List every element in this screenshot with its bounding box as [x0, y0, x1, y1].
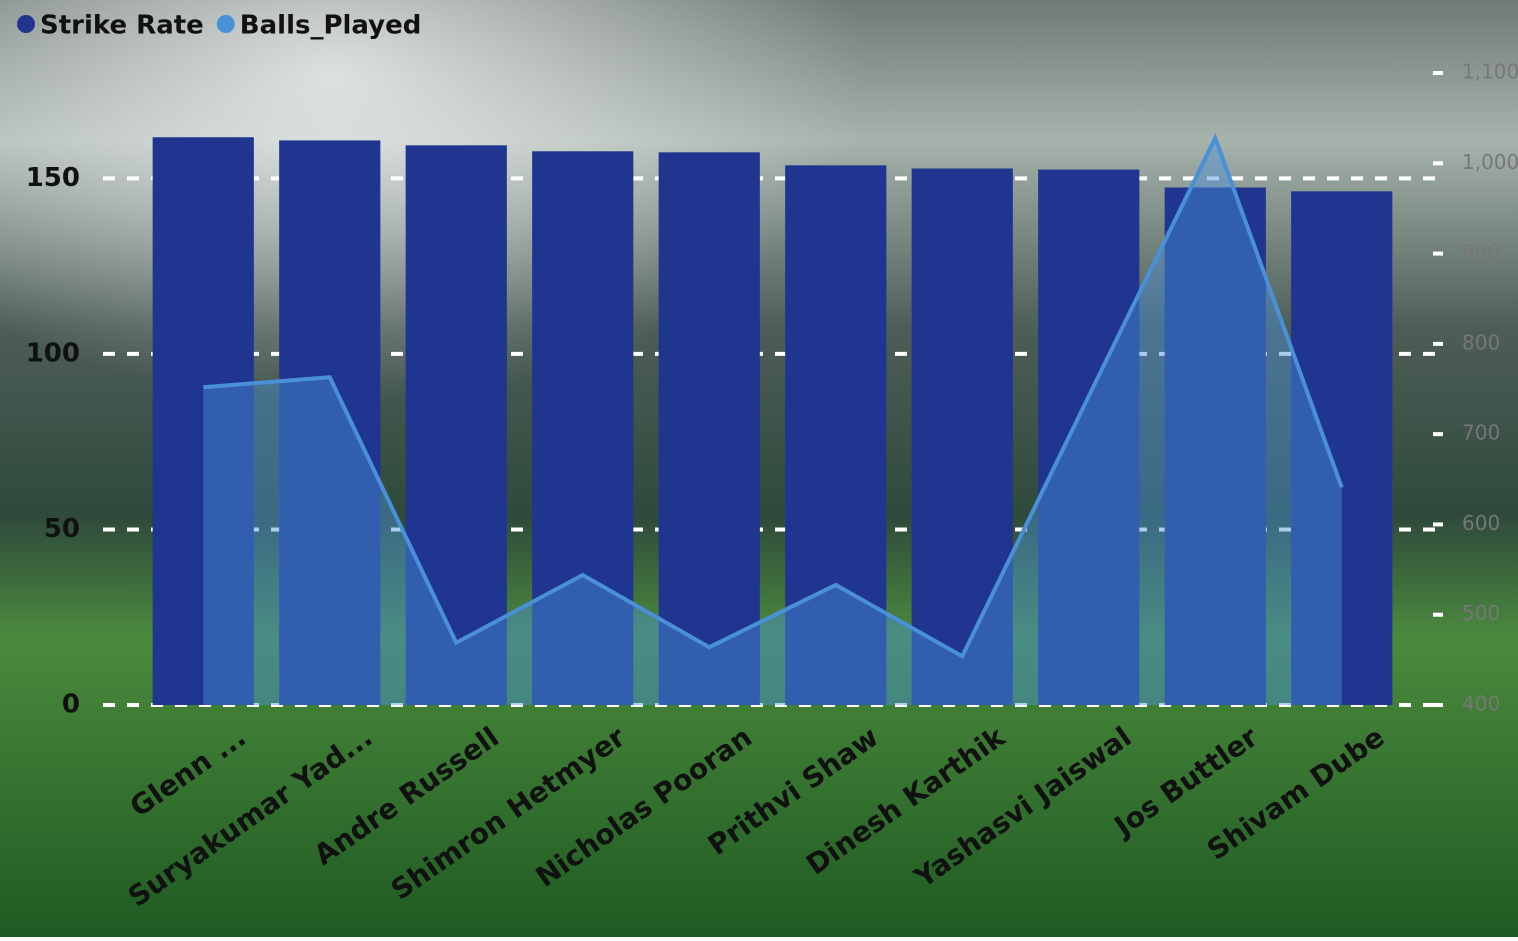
area — [203, 138, 1342, 705]
legend-marker — [17, 15, 35, 33]
bar — [911, 168, 1013, 706]
y2-tick-label: 1,100 — [1462, 60, 1518, 84]
bar — [532, 151, 634, 705]
legend-marker — [216, 15, 235, 33]
bar — [152, 137, 254, 706]
bar — [1164, 187, 1266, 705]
y2-tick-label: 500 — [1462, 601, 1500, 625]
bar — [658, 152, 760, 706]
legend-label: Strike Rate — [40, 11, 204, 41]
legend-label: Balls_Played — [240, 11, 422, 41]
bar — [1038, 169, 1140, 706]
y2-tick-label: 400 — [1462, 692, 1500, 716]
bar — [405, 145, 507, 706]
bar — [1291, 191, 1393, 705]
y2-tick-label: 900 — [1462, 240, 1500, 264]
y-tick-label: 150 — [26, 163, 80, 193]
y2-tick-label: 1,000 — [1462, 150, 1518, 174]
line — [203, 132, 1344, 660]
bar — [785, 165, 887, 705]
y-tick-label: 0 — [62, 690, 80, 720]
legend: Strike Rate Balls_Played — [17, 11, 421, 41]
y-tick-label: 100 — [26, 338, 80, 368]
y2-tick-label: 800 — [1462, 330, 1500, 354]
y-tick-label: 50 — [44, 514, 80, 544]
y2-tick-label: 700 — [1462, 421, 1500, 445]
bar — [279, 140, 381, 705]
y2-tick-label: 600 — [1462, 511, 1500, 535]
